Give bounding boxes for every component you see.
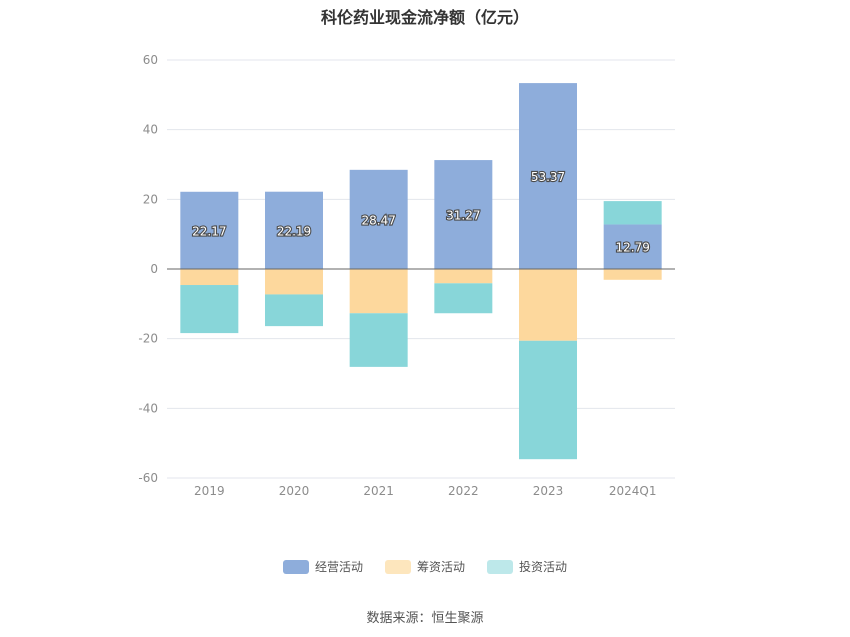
grid-layer	[167, 59, 675, 479]
bar-financing[interactable]	[603, 269, 662, 280]
legend-label-investing: 投资活动	[519, 560, 568, 574]
data-label: 53.37	[531, 170, 565, 184]
label-layer: 22.17 22.19 28.47 31.27 53.37 12.79	[191, 169, 651, 256]
bar-operating[interactable]	[434, 160, 493, 269]
y-tick-label: -40	[138, 401, 158, 415]
legend-swatch-operating	[282, 559, 309, 574]
x-tick-label: 2023	[533, 484, 564, 498]
y-tick-label: -20	[138, 332, 158, 346]
legend-item-investing[interactable]: 投资活动	[487, 558, 567, 575]
bar-financing[interactable]	[519, 269, 577, 341]
y-tick-label: 0	[150, 262, 158, 276]
bar-investing[interactable]	[180, 285, 239, 334]
bar-investing[interactable]	[434, 283, 493, 314]
data-label: 28.47	[361, 213, 395, 227]
bar-financing[interactable]	[180, 269, 239, 286]
bar-financing[interactable]	[434, 269, 493, 284]
data-label: 22.19	[277, 224, 311, 238]
bar-investing[interactable]	[603, 201, 662, 225]
bar-operating[interactable]	[349, 169, 408, 269]
legend: 经营活动 筹资活动 投资活动	[0, 558, 850, 575]
data-label: 22.17	[192, 224, 226, 238]
x-tick-label: 2019	[194, 484, 225, 498]
y-tick-label: -60	[138, 471, 158, 485]
legend-swatch-financing	[384, 559, 411, 574]
x-tick-label: 2024Q1	[609, 484, 657, 498]
bar-operating[interactable]	[265, 191, 323, 269]
bar-financing[interactable]	[349, 269, 408, 314]
y-tick-label: 40	[143, 123, 158, 137]
bar-operating[interactable]	[519, 83, 577, 269]
legend-item-financing[interactable]: 筹资活动	[384, 558, 465, 575]
bar-layer	[180, 83, 662, 460]
bar-operating[interactable]	[180, 191, 239, 269]
chart-title: 科伦药业现金流净额（亿元）	[320, 8, 529, 27]
bar-investing[interactable]	[519, 340, 577, 460]
x-tick-label: 2021	[363, 484, 394, 498]
data-source: 数据来源：恒生聚源	[366, 611, 484, 626]
bar-investing[interactable]	[349, 313, 408, 367]
bar-investing[interactable]	[265, 294, 323, 327]
x-tick-label: 2022	[448, 484, 479, 498]
legend-label-operating: 经营活动	[314, 560, 363, 574]
bar-financing[interactable]	[265, 269, 323, 295]
y-tick-label: 60	[143, 53, 158, 67]
bar-operating[interactable]	[603, 224, 662, 269]
legend-swatch-investing	[487, 559, 513, 574]
data-label: 31.27	[446, 209, 480, 223]
y-tick-label: 20	[143, 192, 158, 206]
x-tick-label: 2020	[279, 484, 310, 498]
legend-item-operating[interactable]: 经营活动	[282, 558, 363, 575]
axis-layer: 60 40 20 0 -20 -40 -60 2019 2020 2021 2022 2023 2024…	[138, 53, 675, 498]
data-label: 12.79	[615, 241, 649, 255]
legend-label-financing: 筹资活动	[416, 560, 465, 574]
